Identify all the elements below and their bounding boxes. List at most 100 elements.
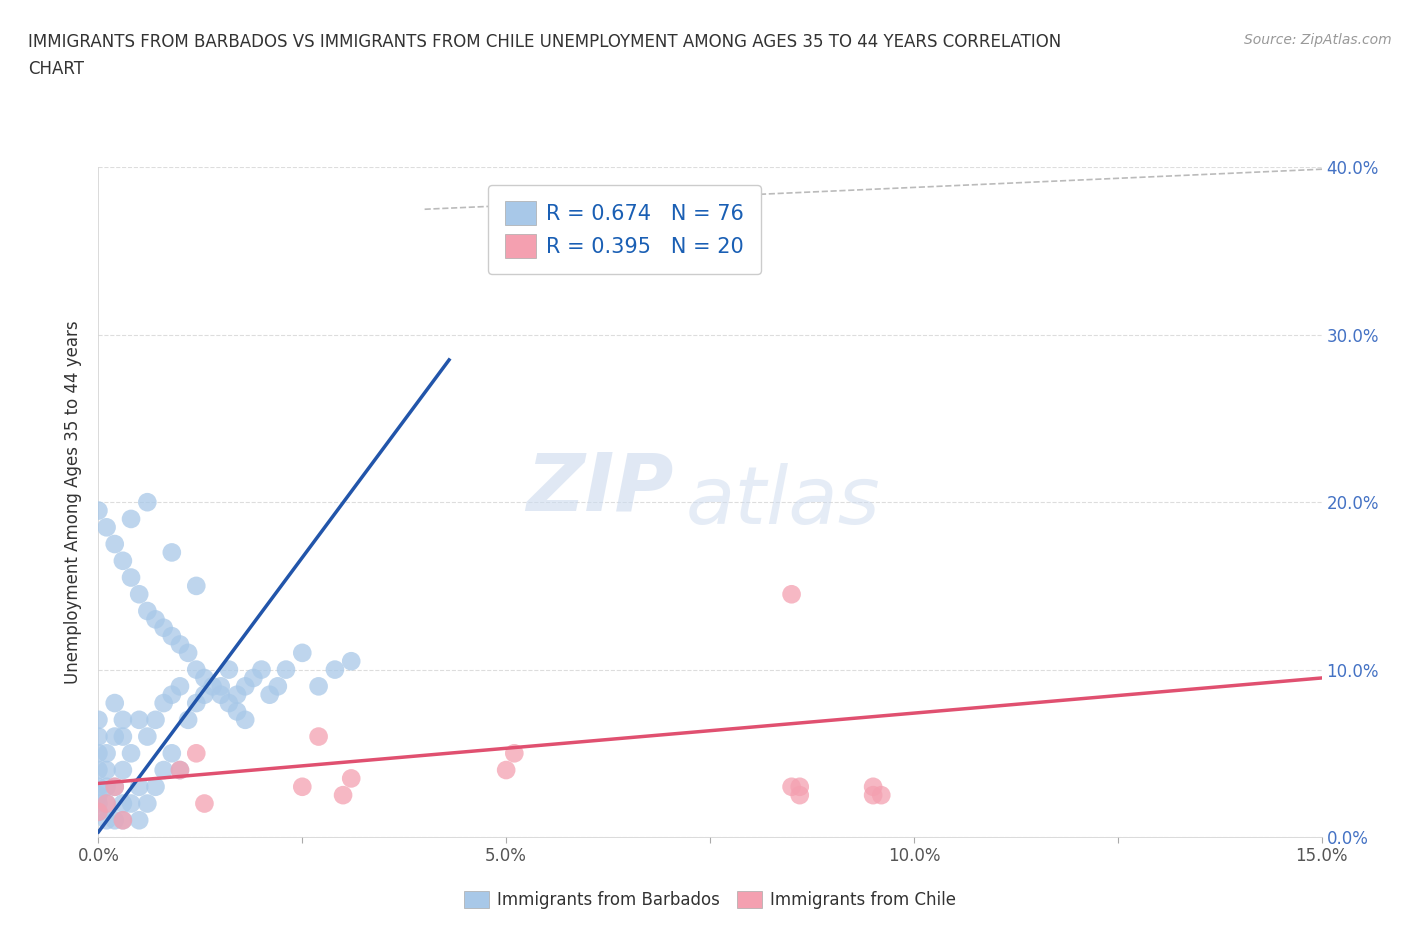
Point bbox=[111, 553, 134, 568]
Point bbox=[111, 763, 134, 777]
Point bbox=[291, 779, 314, 794]
Point bbox=[111, 813, 134, 828]
Point bbox=[87, 712, 110, 727]
Point bbox=[120, 512, 142, 526]
Text: CHART: CHART bbox=[28, 60, 84, 78]
Point bbox=[145, 612, 167, 627]
Point bbox=[274, 662, 297, 677]
Point bbox=[96, 746, 118, 761]
Point bbox=[186, 746, 208, 761]
Point bbox=[128, 813, 150, 828]
Point bbox=[111, 712, 134, 727]
Point bbox=[870, 788, 893, 803]
Point bbox=[160, 629, 183, 644]
Point bbox=[111, 729, 134, 744]
Point bbox=[233, 679, 256, 694]
Point bbox=[136, 495, 159, 510]
Point bbox=[136, 729, 159, 744]
Point bbox=[186, 578, 208, 593]
Point bbox=[160, 687, 183, 702]
Point bbox=[186, 662, 208, 677]
Point bbox=[226, 687, 249, 702]
Text: ZIP: ZIP bbox=[526, 450, 673, 528]
Point bbox=[193, 671, 215, 685]
Y-axis label: Unemployment Among Ages 35 to 44 years: Unemployment Among Ages 35 to 44 years bbox=[65, 321, 83, 684]
Point bbox=[160, 545, 183, 560]
Point bbox=[242, 671, 264, 685]
Point bbox=[308, 679, 330, 694]
Point bbox=[218, 662, 240, 677]
Point bbox=[87, 746, 110, 761]
Point bbox=[186, 696, 208, 711]
Point bbox=[136, 604, 159, 618]
Point bbox=[193, 796, 215, 811]
Point bbox=[152, 620, 174, 635]
Point bbox=[789, 779, 811, 794]
Text: atlas: atlas bbox=[686, 463, 880, 541]
Point bbox=[96, 520, 118, 535]
Point bbox=[218, 696, 240, 711]
Point bbox=[209, 687, 232, 702]
Point bbox=[209, 679, 232, 694]
Text: IMMIGRANTS FROM BARBADOS VS IMMIGRANTS FROM CHILE UNEMPLOYMENT AMONG AGES 35 TO : IMMIGRANTS FROM BARBADOS VS IMMIGRANTS F… bbox=[28, 33, 1062, 50]
Point bbox=[104, 813, 127, 828]
Point bbox=[169, 637, 191, 652]
Point bbox=[87, 503, 110, 518]
Point bbox=[152, 696, 174, 711]
Point bbox=[87, 779, 110, 794]
Point bbox=[503, 746, 526, 761]
Point bbox=[250, 662, 273, 677]
Point bbox=[104, 779, 127, 794]
Point bbox=[308, 729, 330, 744]
Point bbox=[291, 645, 314, 660]
Point bbox=[87, 763, 110, 777]
Point bbox=[233, 712, 256, 727]
Point bbox=[169, 763, 191, 777]
Point bbox=[128, 779, 150, 794]
Point bbox=[104, 537, 127, 551]
Point bbox=[120, 796, 142, 811]
Point bbox=[120, 570, 142, 585]
Point bbox=[111, 813, 134, 828]
Point bbox=[128, 587, 150, 602]
Point bbox=[267, 679, 290, 694]
Point bbox=[152, 763, 174, 777]
Point bbox=[332, 788, 354, 803]
Point bbox=[177, 645, 200, 660]
Point bbox=[128, 712, 150, 727]
Point bbox=[259, 687, 281, 702]
Point bbox=[136, 796, 159, 811]
Legend: Immigrants from Barbados, Immigrants from Chile: Immigrants from Barbados, Immigrants fro… bbox=[457, 884, 963, 916]
Point bbox=[226, 704, 249, 719]
Point bbox=[780, 779, 803, 794]
Point bbox=[96, 796, 118, 811]
Point bbox=[87, 804, 110, 819]
Point bbox=[780, 587, 803, 602]
Point bbox=[87, 796, 110, 811]
Point bbox=[789, 788, 811, 803]
Point bbox=[160, 746, 183, 761]
Point bbox=[104, 696, 127, 711]
Point bbox=[96, 813, 118, 828]
Point bbox=[145, 779, 167, 794]
Point bbox=[87, 788, 110, 803]
Point bbox=[96, 763, 118, 777]
Point bbox=[340, 771, 363, 786]
Point bbox=[111, 796, 134, 811]
Point bbox=[340, 654, 363, 669]
Point bbox=[145, 712, 167, 727]
Point bbox=[96, 779, 118, 794]
Text: Source: ZipAtlas.com: Source: ZipAtlas.com bbox=[1244, 33, 1392, 46]
Point bbox=[495, 763, 517, 777]
Point bbox=[104, 729, 127, 744]
Point bbox=[862, 779, 884, 794]
Point bbox=[323, 662, 346, 677]
Point bbox=[120, 746, 142, 761]
Point bbox=[96, 796, 118, 811]
Point bbox=[87, 804, 110, 819]
Point bbox=[169, 763, 191, 777]
Point bbox=[87, 729, 110, 744]
Point bbox=[169, 679, 191, 694]
Point bbox=[862, 788, 884, 803]
Point bbox=[104, 779, 127, 794]
